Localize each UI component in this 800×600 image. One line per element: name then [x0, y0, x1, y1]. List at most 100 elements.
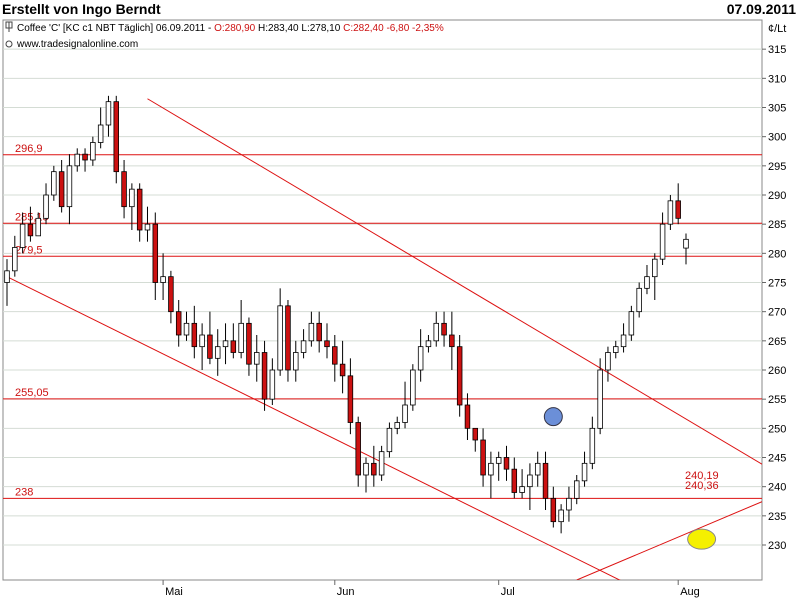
- candle-body-up: [183, 322, 190, 336]
- candle-body-down: [316, 322, 322, 342]
- candle-body-up: [293, 352, 299, 371]
- candle-body-down: [371, 462, 377, 476]
- candle-body-up: [386, 427, 393, 453]
- x-axis: MaiJunJulAugSep: [162, 580, 700, 598]
- candle-body-down: [207, 334, 213, 359]
- candle-body-up: [628, 311, 635, 336]
- candle-body-up: [402, 404, 408, 423]
- level-label: 238: [15, 486, 33, 498]
- candle: [121, 160, 127, 219]
- candle: [285, 300, 291, 382]
- candle-body-up: [566, 497, 572, 511]
- candle-body-up: [4, 270, 10, 283]
- candle: [659, 212, 666, 265]
- candle-body-up: [417, 346, 424, 371]
- candle-body-up: [308, 322, 315, 342]
- candle-body-up: [363, 462, 369, 476]
- candle-body-up: [129, 188, 135, 208]
- candle: [566, 486, 572, 522]
- candle: [90, 136, 96, 166]
- candle: [667, 195, 674, 230]
- candle: [144, 206, 151, 242]
- candle-body-up: [12, 247, 18, 272]
- candle: [152, 212, 159, 300]
- candle-body-up: [222, 340, 229, 348]
- candle-body-up: [35, 217, 41, 237]
- candle: [300, 329, 307, 359]
- candle: [355, 416, 361, 487]
- candle: [480, 428, 486, 487]
- candle: [27, 206, 34, 242]
- candle: [550, 486, 557, 528]
- candle-body-down: [550, 497, 557, 523]
- candle-body-down: [511, 468, 518, 493]
- candle: [675, 183, 681, 225]
- candle-body-down: [261, 352, 268, 400]
- candle: [113, 95, 120, 184]
- level-label: 255,05: [15, 387, 49, 399]
- candle-body-up: [105, 101, 112, 126]
- ohlc-high-low: H:283,40 L:278,10: [255, 23, 343, 34]
- candle: [378, 445, 385, 481]
- candle-body-up: [66, 165, 73, 208]
- candle: [363, 457, 369, 493]
- candle: [277, 288, 283, 376]
- candle: [542, 451, 549, 510]
- candle-body-up: [581, 462, 588, 482]
- candle: [222, 323, 229, 365]
- candle: [43, 183, 49, 225]
- candle: [386, 422, 393, 458]
- candle: [308, 311, 315, 347]
- candle-body-down: [472, 427, 479, 441]
- candle-body-down: [441, 322, 447, 336]
- candle: [97, 107, 104, 149]
- x-tick-label: Jun: [337, 586, 355, 598]
- trend-line: [576, 501, 762, 580]
- intersection-label: 240,19: [685, 470, 719, 482]
- candle-body-down: [168, 276, 174, 313]
- candle-body-down: [339, 363, 346, 377]
- candle: [652, 253, 658, 300]
- candle: [19, 212, 26, 254]
- y-tick-label: 240: [768, 482, 786, 494]
- candle-body-down: [332, 346, 338, 365]
- candle: [394, 416, 400, 435]
- candle-body-up: [199, 334, 205, 348]
- candle: [246, 317, 252, 376]
- candle-body-down: [113, 101, 120, 173]
- candle: [371, 445, 377, 487]
- unit-label: ¢/Lt: [768, 23, 786, 35]
- markers: [543, 407, 717, 550]
- trend-line: [6, 276, 621, 580]
- candle-body-down: [175, 311, 182, 336]
- candle: [425, 335, 432, 353]
- candle-body-down: [191, 322, 198, 348]
- yellow-ellipse-marker: [687, 528, 717, 550]
- candle: [511, 457, 518, 499]
- candle-body-up: [636, 287, 642, 313]
- candle: [51, 165, 57, 201]
- candle-body-up: [519, 486, 525, 493]
- candle-body-up: [652, 258, 658, 278]
- y-tick-label: 260: [768, 365, 786, 377]
- candle-body-up: [410, 369, 416, 406]
- source-label: www.tradesignalonline.com: [16, 39, 138, 50]
- candle: [347, 358, 354, 435]
- candle-body-up: [488, 462, 494, 476]
- candle-body-up: [269, 369, 276, 400]
- y-tick-label: 270: [768, 307, 786, 319]
- candle: [402, 381, 408, 429]
- candle-body-up: [527, 474, 533, 488]
- y-tick-label: 265: [768, 336, 786, 348]
- candle-body-up: [214, 346, 221, 359]
- candle: [66, 154, 73, 225]
- candle: [207, 311, 213, 365]
- svg-text:Coffee 'C' [KC c1 NBT Täglich: Coffee 'C' [KC c1 NBT Täglich] 06.09.201…: [17, 23, 444, 34]
- candle-body-up: [573, 480, 580, 499]
- candle: [558, 504, 564, 534]
- candle: [464, 393, 471, 440]
- x-tick-label: Mai: [165, 586, 183, 598]
- candle-body-down: [246, 322, 252, 365]
- candle: [214, 329, 221, 376]
